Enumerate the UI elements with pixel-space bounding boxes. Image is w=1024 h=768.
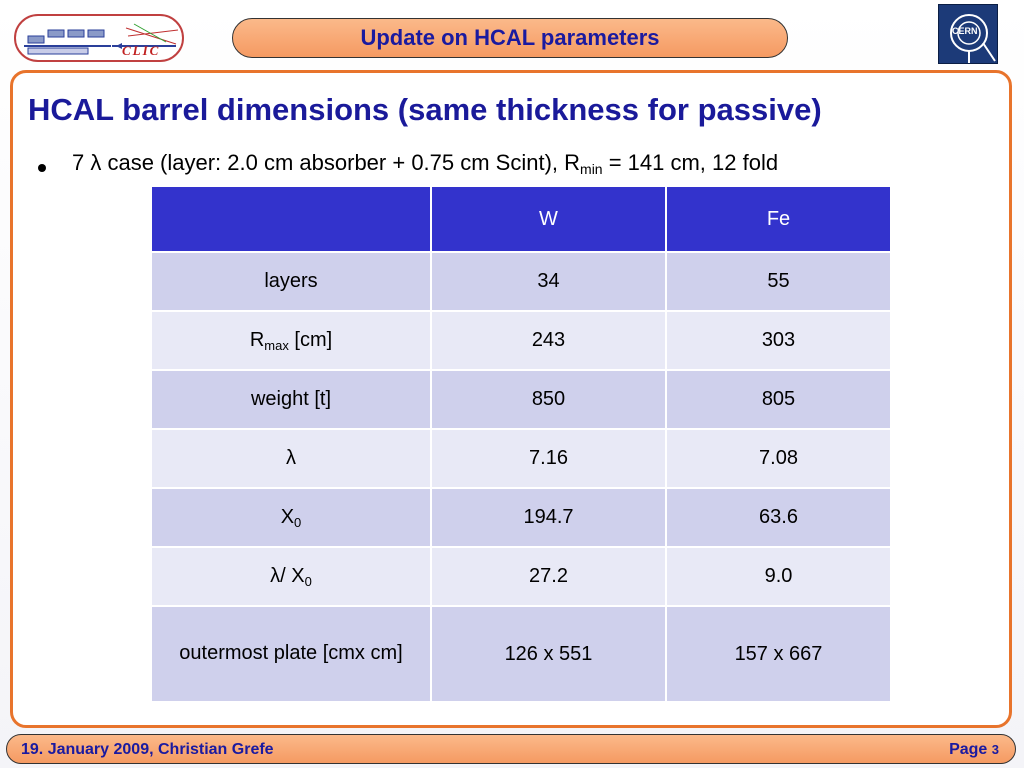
- row-label: λ/ X0: [150, 546, 432, 607]
- cell-w: 27.2: [430, 546, 667, 607]
- cell-w: 7.16: [430, 428, 667, 489]
- cell-fe: 157 x 667: [665, 605, 892, 703]
- footer-page-number: 3: [991, 742, 999, 757]
- cell-fe: 7.08: [665, 428, 892, 489]
- page-heading: HCAL barrel dimensions (same thickness f…: [28, 92, 822, 127]
- bullet-text: 7 λ case (layer: 2.0 cm absorber + 0.75 …: [72, 150, 778, 177]
- footer-page-label: Page: [949, 741, 992, 758]
- cell-fe: 303: [665, 310, 892, 371]
- table-row: weight [t] 850 805: [150, 369, 892, 430]
- cell-w: 243: [430, 310, 667, 371]
- table-row: λ 7.16 7.08: [150, 428, 892, 489]
- bullet-suffix: = 141 cm, 12 fold: [602, 150, 779, 175]
- row-label: layers: [150, 251, 432, 312]
- cell-fe: 805: [665, 369, 892, 430]
- header-cell-w: W: [430, 185, 667, 253]
- row-label: Rmax [cm]: [150, 310, 432, 371]
- hcal-parameters-table: W Fe layers 34 55 Rmax [cm] 243 303 weig…: [150, 185, 892, 703]
- cern-emblem-icon: [950, 14, 996, 63]
- footer-author-date: 19. January 2009, Christian Grefe: [21, 741, 274, 758]
- cell-w: 126 x 551: [430, 605, 667, 703]
- header-cell-fe: Fe: [665, 185, 892, 253]
- cell-w: 194.7: [430, 487, 667, 548]
- clic-logo: CLIC: [14, 14, 184, 62]
- table-row: layers 34 55: [150, 251, 892, 312]
- footer-page: Page 3: [949, 741, 999, 759]
- bullet-dot-icon: [38, 164, 46, 172]
- cell-fe: 63.6: [665, 487, 892, 548]
- clic-logo-text: CLIC: [122, 43, 161, 58]
- footer-bar: 19. January 2009, Christian Grefe Page 3: [6, 734, 1016, 764]
- table-row: λ/ X0 27.2 9.0: [150, 546, 892, 607]
- cern-logo-text: CERN: [952, 26, 978, 36]
- header-cell-label: [150, 185, 432, 253]
- table-row: outermost plate [cmx cm] 126 x 551 157 x…: [150, 605, 892, 703]
- row-label: weight [t]: [150, 369, 432, 430]
- table-header-row: W Fe: [150, 185, 892, 253]
- cell-w: 850: [430, 369, 667, 430]
- accelerator-diagram-icon: [24, 23, 179, 55]
- row-label: X0: [150, 487, 432, 548]
- cern-logo: CERN: [938, 4, 998, 64]
- cell-w: 34: [430, 251, 667, 312]
- row-label: outermost plate [cmx cm]: [150, 605, 432, 703]
- slide-title-banner: Update on HCAL parameters: [232, 18, 788, 58]
- table-row: Rmax [cm] 243 303: [150, 310, 892, 371]
- row-label: λ: [150, 428, 432, 489]
- bullet-subscript: min: [580, 161, 603, 177]
- slide-title: Update on HCAL parameters: [360, 25, 660, 50]
- cell-fe: 9.0: [665, 546, 892, 607]
- table-row: X0 194.7 63.6: [150, 487, 892, 548]
- bullet-prefix: 7 λ case (layer: 2.0 cm absorber + 0.75 …: [72, 150, 581, 175]
- cell-fe: 55: [665, 251, 892, 312]
